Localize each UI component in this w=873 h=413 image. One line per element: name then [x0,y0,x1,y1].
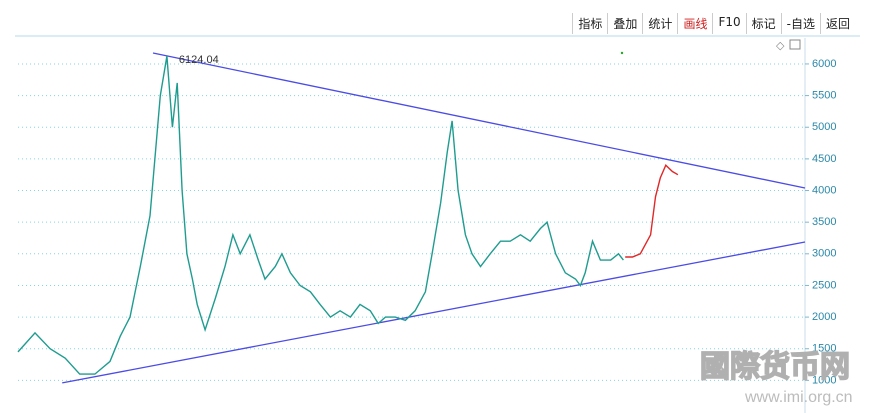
y-tick-label: 1500 [812,343,836,355]
trendline [152,52,806,189]
watermark-url: www.imi.org.cn [744,389,853,406]
icon [789,39,801,50]
y-tick-label: 4500 [812,153,836,165]
watermark-title: 國際货币网 [700,350,850,385]
y-tick-label: 6000 [812,58,836,70]
toolbar-button[interactable]: 标记 [745,13,781,34]
trendline [62,241,806,384]
toolbar: 指标 叠加 统计 画线 F10 标记 -自选 返回 [572,13,855,34]
toolbar-button[interactable]: 画线 [677,13,712,34]
y-tick-label: 3000 [812,248,836,260]
dot [620,51,624,55]
toolbar-button[interactable]: -自选 [780,13,820,34]
icon: ◇ [776,40,785,52]
y-tick-label: 1000 [812,374,836,386]
y-tick-label: 3500 [812,216,836,228]
price-line [17,55,624,375]
price-line [625,164,679,258]
peak-annotation: 6124.04 [179,54,219,66]
y-tick-label: 2500 [812,279,836,291]
toolbar-button[interactable]: F10 [712,13,745,34]
toolbar-button[interactable]: 统计 [642,13,677,34]
y-tick-label: 5000 [812,121,836,133]
toolbar-button[interactable]: 叠加 [607,13,642,34]
y-tick-label: 2000 [812,311,836,323]
toolbar-button[interactable]: 指标 [572,13,607,34]
toolbar-button[interactable]: 返回 [819,13,855,34]
y-tick-label: 5500 [812,89,836,101]
y-tick-label: 4000 [812,184,836,196]
